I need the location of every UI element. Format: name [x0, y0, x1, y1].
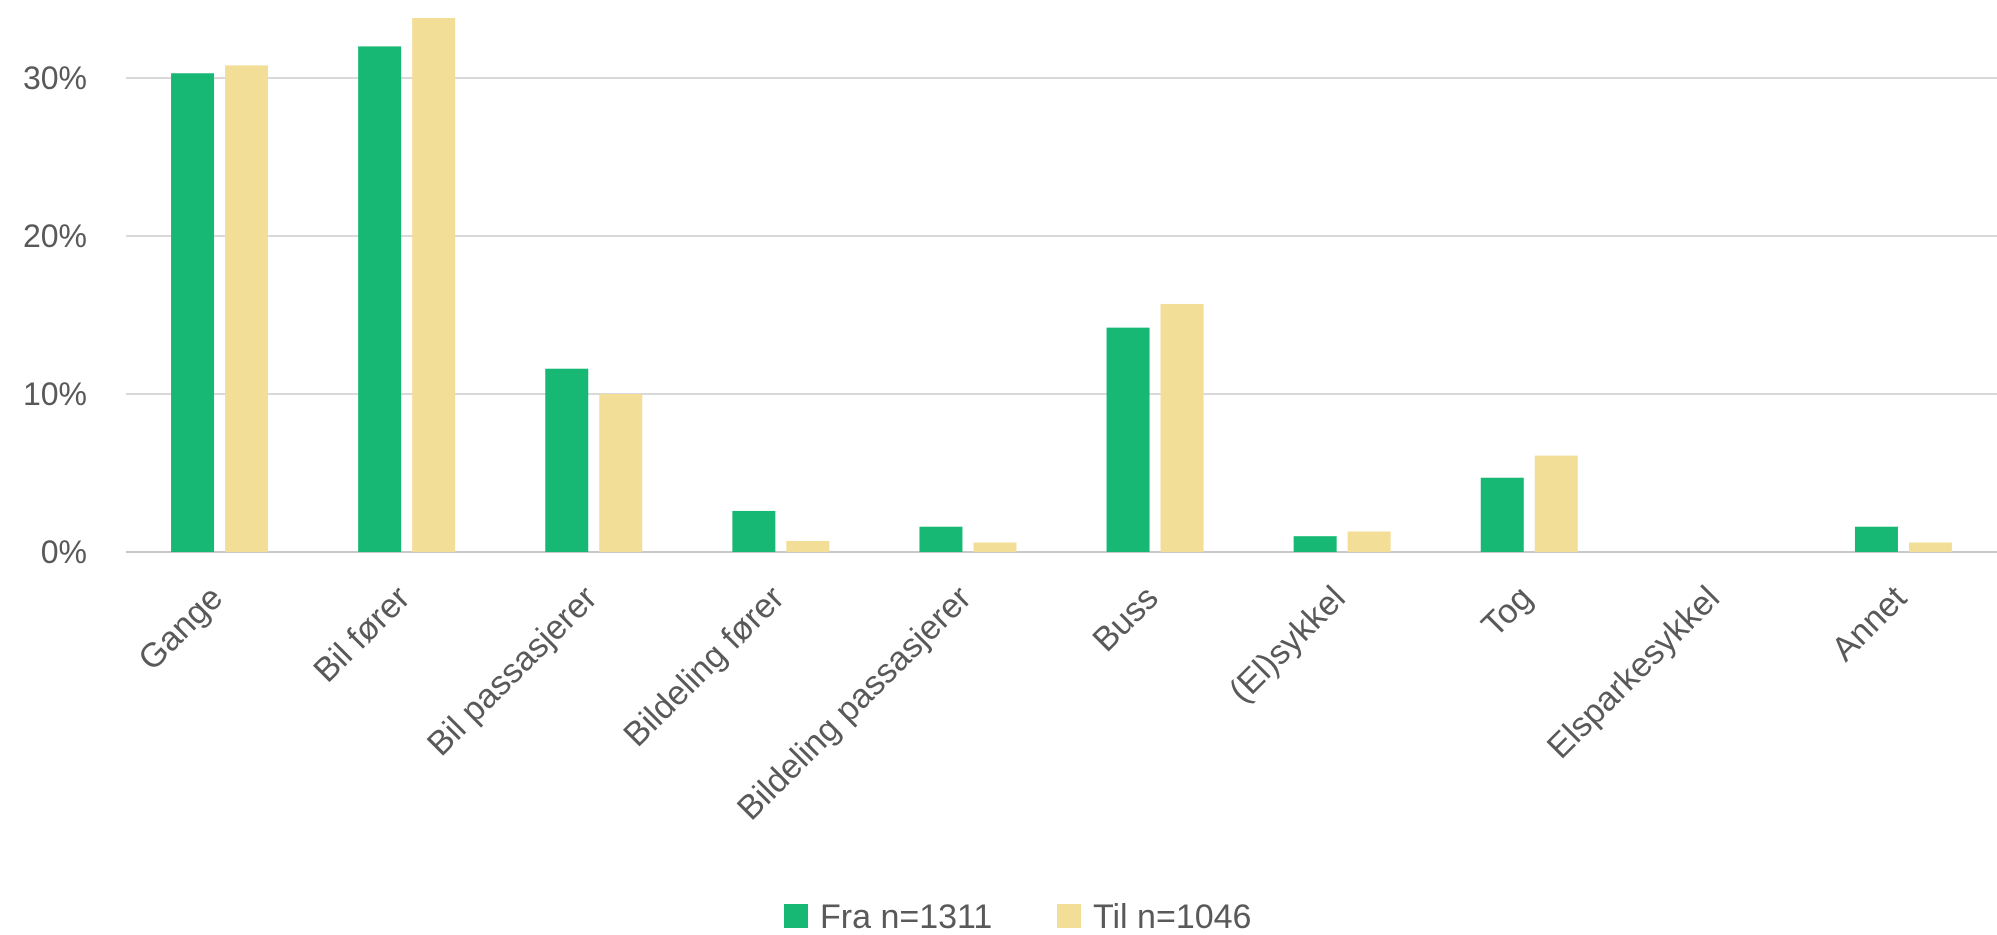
bar-fra-9: [1854, 526, 1898, 552]
bar-til-4: [973, 542, 1017, 552]
x-category-label: Elsparkesykkel: [1540, 579, 1727, 766]
y-tick-label: 20%: [23, 218, 87, 254]
bar-til-9: [1908, 542, 1952, 552]
bar-fra-6: [1293, 536, 1337, 552]
x-category-label: Tog: [1474, 579, 1540, 645]
bar-fra-7: [1480, 477, 1524, 552]
bar-fra-1: [358, 46, 402, 553]
x-axis-category-labels: Gange Bil fører Bil passasjerer Bildeling f…: [131, 578, 1914, 827]
bar-til-6: [1347, 531, 1391, 552]
legend-label: Til n=1046: [1093, 898, 1251, 935]
x-category-label: (El)sykkel: [1222, 579, 1353, 710]
legend: Fra n=1311 Til n=1046: [784, 898, 1251, 935]
bar-fra-4: [919, 526, 963, 552]
y-axis-tick-labels: 0% 10% 20% 30%: [23, 60, 87, 570]
legend-label: Fra n=1311: [820, 898, 992, 935]
bars: [171, 17, 1952, 553]
bar-til-1: [412, 17, 456, 552]
x-category-label: Bil fører: [306, 579, 417, 690]
bar-til-3: [786, 540, 830, 552]
bar-fra-5: [1106, 327, 1150, 552]
legend-swatch: [1057, 904, 1081, 928]
bar-til-0: [225, 65, 269, 553]
x-category-label: Gange: [131, 579, 230, 678]
x-category-label: Buss: [1085, 579, 1165, 659]
bar-fra-0: [171, 73, 215, 552]
bar-fra-3: [732, 510, 776, 552]
gridlines: [126, 77, 1997, 553]
y-tick-label: 0%: [41, 534, 87, 570]
bar-til-7: [1534, 455, 1578, 552]
bar-til-5: [1160, 303, 1204, 552]
legend-swatch: [784, 904, 808, 928]
y-tick-label: 30%: [23, 60, 87, 96]
bar-til-2: [599, 394, 643, 552]
bar-fra-2: [545, 368, 589, 552]
x-category-label: Annet: [1824, 578, 1914, 668]
y-tick-label: 10%: [23, 376, 87, 412]
x-category-label: Bil passasjerer: [420, 579, 605, 764]
x-category-label: Bildeling fører: [616, 579, 791, 754]
